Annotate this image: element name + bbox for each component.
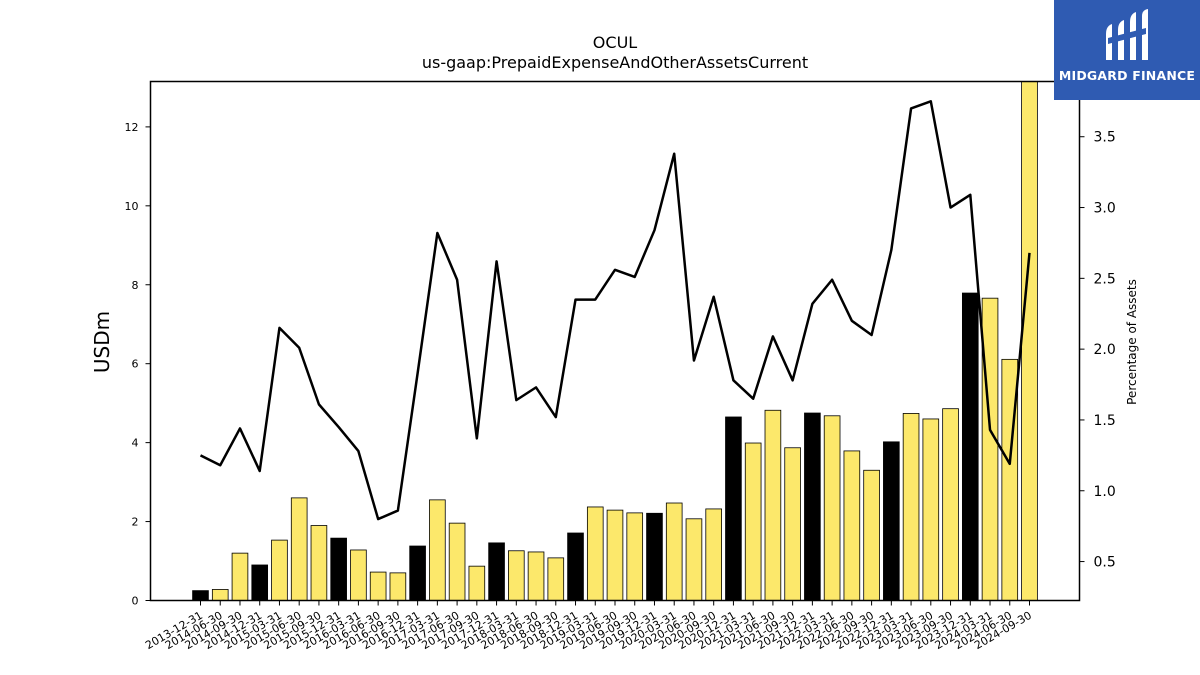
y-tick-label: 12: [125, 121, 139, 134]
bar: [429, 499, 446, 601]
bar: [626, 512, 644, 601]
bar: [902, 413, 920, 601]
bar: [665, 502, 683, 601]
y2-tick-label: 1.0: [1094, 484, 1116, 500]
midgard-logo-icon: [1106, 9, 1148, 60]
bar: [823, 415, 841, 601]
bar: [961, 292, 979, 601]
y2-tick-label: 2.0: [1094, 342, 1116, 358]
bar: [350, 549, 367, 601]
y-tick-label: 0: [132, 595, 139, 608]
y-tick-label: 4: [132, 437, 139, 450]
y2-tick-label: 3.0: [1094, 201, 1116, 217]
bar: [744, 442, 762, 601]
bar: [705, 508, 722, 601]
bar: [606, 509, 624, 601]
bar: [409, 545, 426, 601]
bar: [843, 450, 861, 601]
bar: [784, 447, 801, 601]
y-tick-label: 8: [132, 279, 139, 292]
bar: [804, 412, 821, 601]
bar: [508, 550, 525, 601]
bar: [764, 409, 782, 601]
bars-group: [192, 81, 1038, 601]
series-line: [199, 100, 1031, 521]
y2-tick-label: 1.5: [1094, 413, 1116, 429]
bar: [942, 408, 959, 601]
x-axis: 2013-12-312014-06-302014-09-302014-12-31…: [143, 600, 1034, 652]
bar: [883, 441, 900, 601]
bar: [211, 589, 229, 601]
y2-tick-label: 2.5: [1094, 271, 1116, 287]
chart-title: OCUL: [593, 33, 637, 52]
bar: [527, 551, 545, 601]
bar: [981, 297, 999, 601]
bar: [488, 542, 505, 601]
y-axis-right: 0.5 1.0 1.5 2.0 2.5 3.0 3.5: [1079, 130, 1116, 571]
bar: [271, 539, 288, 601]
bar: [192, 590, 209, 601]
y-tick-label: 10: [125, 200, 139, 213]
line-group: [199, 100, 1031, 521]
bar: [290, 497, 308, 601]
bar: [251, 564, 269, 601]
bar: [863, 469, 880, 601]
bar: [1021, 81, 1038, 601]
bar: [586, 506, 604, 601]
y2-tick-label: 0.5: [1094, 555, 1116, 571]
bar: [330, 537, 347, 601]
logo-text: MIDGARD FINANCE: [1058, 68, 1196, 83]
bar: [468, 565, 486, 601]
bar: [448, 522, 466, 601]
bar: [567, 532, 584, 601]
chart-subtitle: us-gaap:PrepaidExpenseAndOtherAssetsCurr…: [422, 53, 808, 72]
bar: [725, 416, 742, 601]
bar: [547, 557, 565, 601]
bar: [310, 525, 328, 601]
y-tick-label: 6: [132, 358, 139, 371]
y-axis-left: 0 2 4 6 8 10 12: [125, 121, 151, 608]
y-axis-label: USDm: [90, 311, 114, 373]
bar: [922, 418, 940, 601]
y-tick-label: 2: [132, 516, 139, 529]
bar: [231, 552, 249, 601]
y2-axis-label: Percentage of Assets: [1125, 279, 1139, 405]
bar: [369, 571, 387, 601]
y2-tick-label: 3.5: [1094, 130, 1116, 146]
bar: [389, 572, 407, 601]
bar: [685, 518, 703, 601]
bar: [646, 512, 663, 601]
brand-logo: MIDGARD FINANCE: [1054, 0, 1200, 100]
